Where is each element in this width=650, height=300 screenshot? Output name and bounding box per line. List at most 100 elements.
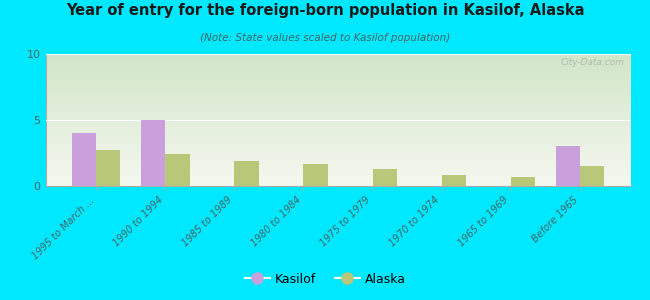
Bar <box>46 160 630 161</box>
Bar <box>46 146 630 147</box>
Bar <box>46 178 630 179</box>
Text: (Note: State values scaled to Kasilof population): (Note: State values scaled to Kasilof po… <box>200 33 450 43</box>
Bar <box>96 150 120 186</box>
Bar <box>46 136 630 137</box>
Bar <box>46 73 630 74</box>
Bar <box>46 86 630 87</box>
Bar <box>46 75 630 76</box>
Bar <box>46 94 630 95</box>
Bar <box>46 171 630 172</box>
Legend: Kasilof, Alaska: Kasilof, Alaska <box>239 268 411 291</box>
Bar <box>46 179 630 180</box>
Text: Year of entry for the foreign-born population in Kasilof, Alaska: Year of entry for the foreign-born popul… <box>66 3 584 18</box>
Bar <box>46 90 630 91</box>
Bar <box>46 65 630 66</box>
Bar <box>46 76 630 77</box>
Bar <box>46 117 630 118</box>
Bar <box>46 184 630 185</box>
Bar <box>46 180 630 181</box>
Bar <box>46 69 630 70</box>
Bar <box>46 185 630 186</box>
Bar <box>46 93 630 94</box>
Bar <box>46 85 630 86</box>
Bar <box>46 81 630 82</box>
Bar <box>46 92 630 93</box>
Bar <box>46 166 630 167</box>
Bar <box>46 119 630 120</box>
Bar <box>46 116 630 117</box>
Bar <box>46 79 630 80</box>
Bar <box>46 97 630 98</box>
Bar <box>511 177 535 186</box>
Bar <box>46 89 630 90</box>
Bar <box>46 112 630 113</box>
Bar <box>46 132 630 133</box>
Bar <box>46 108 630 109</box>
Bar <box>46 151 630 152</box>
Bar <box>46 149 630 150</box>
Bar <box>46 64 630 65</box>
Bar <box>46 100 630 101</box>
Bar <box>46 77 630 78</box>
Bar <box>372 169 396 186</box>
Bar <box>556 146 580 186</box>
Bar <box>46 155 630 156</box>
Bar <box>46 88 630 89</box>
Bar <box>46 174 630 175</box>
Bar <box>46 72 630 73</box>
Bar <box>46 61 630 62</box>
Bar <box>46 159 630 160</box>
Bar <box>46 111 630 112</box>
Bar <box>46 104 630 105</box>
Bar <box>46 183 630 184</box>
Bar <box>46 78 630 79</box>
Bar <box>46 103 630 104</box>
Bar <box>46 156 630 157</box>
Bar <box>46 107 630 108</box>
Bar <box>46 60 630 61</box>
Bar <box>46 162 630 163</box>
Bar <box>46 120 630 121</box>
Bar <box>46 59 630 60</box>
Bar <box>46 126 630 127</box>
Bar <box>46 118 630 119</box>
Bar <box>441 176 466 186</box>
Bar <box>46 66 630 67</box>
Bar <box>46 161 630 162</box>
Bar <box>46 113 630 114</box>
Bar <box>46 139 630 140</box>
Bar <box>46 167 630 168</box>
Bar <box>46 96 630 97</box>
Bar <box>46 153 630 154</box>
Bar <box>46 67 630 68</box>
Bar <box>46 177 630 178</box>
Bar <box>46 128 630 129</box>
Bar <box>46 148 630 149</box>
Bar <box>46 145 630 146</box>
Bar <box>46 158 630 159</box>
Bar <box>46 137 630 138</box>
Bar <box>46 154 630 155</box>
Bar <box>46 105 630 106</box>
Bar <box>46 141 630 142</box>
Bar <box>46 138 630 139</box>
Bar <box>46 164 630 165</box>
Bar <box>46 152 630 153</box>
Bar <box>46 140 630 141</box>
Bar <box>46 163 630 164</box>
Bar <box>46 57 630 58</box>
Bar <box>46 124 630 125</box>
Bar <box>46 169 630 170</box>
Bar <box>304 164 328 186</box>
Bar <box>46 142 630 143</box>
Bar <box>46 114 630 115</box>
Bar <box>165 154 190 186</box>
Bar <box>46 131 630 132</box>
Bar <box>46 54 630 55</box>
Bar <box>46 101 630 102</box>
Bar <box>46 115 630 116</box>
Bar <box>46 58 630 59</box>
Bar <box>46 102 630 103</box>
Bar <box>46 123 630 124</box>
Bar <box>46 83 630 84</box>
